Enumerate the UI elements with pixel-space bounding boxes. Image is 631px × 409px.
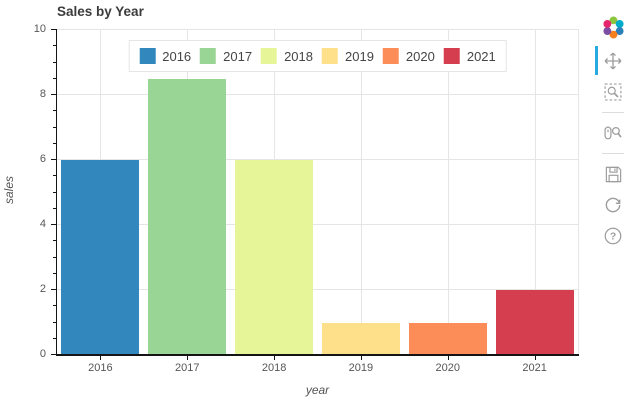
- bar-2019[interactable]: [321, 322, 400, 355]
- legend-item-2019[interactable]: 2019: [322, 48, 374, 64]
- legend-swatch-icon: [322, 48, 338, 64]
- bar-2016[interactable]: [61, 160, 140, 355]
- y-major-tick: [51, 289, 57, 290]
- y-minor-tick: [53, 240, 57, 242]
- legend-swatch-icon: [139, 48, 156, 64]
- chart-title: Sales by Year: [57, 4, 144, 19]
- bar-2018[interactable]: [235, 160, 314, 355]
- y-major-tick: [51, 29, 57, 30]
- x-tick-label: 2018: [261, 362, 287, 374]
- x-tick-label: 2017: [175, 362, 200, 374]
- legend-item-2021[interactable]: 2021: [443, 48, 496, 64]
- y-minor-tick: [53, 142, 57, 144]
- legend-item-2017[interactable]: 2017: [200, 48, 252, 64]
- legend-label: 2021: [466, 48, 496, 64]
- save-tool-button[interactable]: [600, 161, 626, 187]
- y-minor-tick: [53, 110, 57, 112]
- bokeh-logo-icon[interactable]: [602, 16, 625, 39]
- svg-text:?: ?: [610, 232, 616, 243]
- y-major-tick: [51, 224, 57, 225]
- x-major-tick: [360, 354, 362, 360]
- x-major-tick: [447, 354, 449, 360]
- h-gridline: [57, 224, 578, 225]
- v-gridline: [534, 30, 536, 355]
- y-minor-tick: [53, 191, 57, 193]
- y-tick-label: 4: [39, 218, 46, 230]
- v-gridline: [447, 30, 449, 355]
- y-minor-tick: [53, 175, 57, 177]
- y-axis-title: sales: [2, 176, 16, 205]
- y-major-tick: [51, 159, 57, 160]
- h-gridline: [57, 289, 578, 290]
- bar-2017[interactable]: [148, 78, 227, 355]
- plot-area[interactable]: 2016 2017 2018 2019 2020 2021: [57, 29, 579, 355]
- toolbar-separator: [602, 112, 624, 113]
- v-gridline: [360, 30, 362, 355]
- pan-icon: [604, 52, 622, 70]
- y-tick-label: 10: [33, 23, 46, 35]
- y-minor-tick: [53, 337, 57, 339]
- y-tick-label: 2: [39, 283, 46, 295]
- legend: 2016 2017 2018 2019 2020 2021: [128, 40, 507, 72]
- x-axis-line: [56, 354, 579, 356]
- help-icon: ?: [604, 227, 622, 245]
- legend-item-2020[interactable]: 2020: [382, 48, 435, 64]
- toolbar-separator: [602, 153, 624, 154]
- pan-tool-button[interactable]: [595, 46, 626, 75]
- save-icon: [605, 166, 621, 182]
- legend-item-2016[interactable]: 2016: [139, 48, 191, 64]
- bar-2020[interactable]: [408, 322, 487, 355]
- wheel-zoom-tool-button[interactable]: [600, 120, 626, 146]
- y-minor-tick: [53, 126, 57, 128]
- h-gridline: [57, 159, 578, 160]
- active-tool-indicator: [595, 46, 598, 75]
- y-major-tick: [51, 94, 57, 95]
- x-major-tick: [274, 354, 276, 360]
- wheel-zoom-icon: [604, 126, 622, 140]
- y-minor-tick: [53, 305, 57, 307]
- legend-label: 2019: [345, 48, 374, 64]
- help-tool-button[interactable]: ?: [600, 223, 626, 249]
- legend-label: 2018: [284, 48, 313, 64]
- y-minor-tick: [53, 207, 57, 209]
- legend-swatch-icon: [261, 48, 278, 64]
- bokeh-toolbar: ?: [595, 16, 630, 254]
- legend-label: 2016: [162, 48, 192, 64]
- y-minor-tick: [53, 61, 57, 63]
- y-tick-label: 6: [39, 153, 46, 165]
- y-minor-tick: [53, 45, 57, 47]
- legend-swatch-icon: [200, 48, 217, 64]
- box-zoom-tool-button[interactable]: [600, 79, 626, 105]
- x-tick-label: 2021: [522, 362, 547, 374]
- y-minor-tick: [53, 272, 57, 274]
- y-major-tick: [51, 354, 57, 355]
- h-gridline: [57, 29, 578, 30]
- y-minor-tick: [53, 256, 57, 258]
- legend-swatch-icon: [443, 48, 460, 64]
- x-tick-label: 2019: [348, 362, 374, 374]
- reset-icon: [605, 197, 621, 213]
- x-major-tick: [187, 354, 189, 360]
- y-minor-tick: [53, 321, 57, 323]
- legend-item-2018[interactable]: 2018: [261, 48, 313, 64]
- legend-swatch-icon: [382, 48, 399, 64]
- y-tick-label: 0: [39, 348, 46, 360]
- x-axis-title: year: [305, 383, 330, 397]
- legend-label: 2020: [405, 48, 435, 64]
- x-major-tick: [534, 354, 536, 360]
- y-tick-label: 8: [39, 88, 46, 100]
- legend-label: 2017: [223, 48, 253, 64]
- reset-tool-button[interactable]: [600, 192, 626, 218]
- box-zoom-icon: [604, 83, 622, 101]
- bar-2021[interactable]: [495, 290, 574, 355]
- x-tick-label: 2016: [88, 362, 113, 374]
- x-major-tick: [100, 354, 102, 360]
- x-tick-label: 2020: [435, 362, 461, 374]
- h-gridline: [57, 94, 578, 95]
- y-minor-tick: [53, 77, 57, 79]
